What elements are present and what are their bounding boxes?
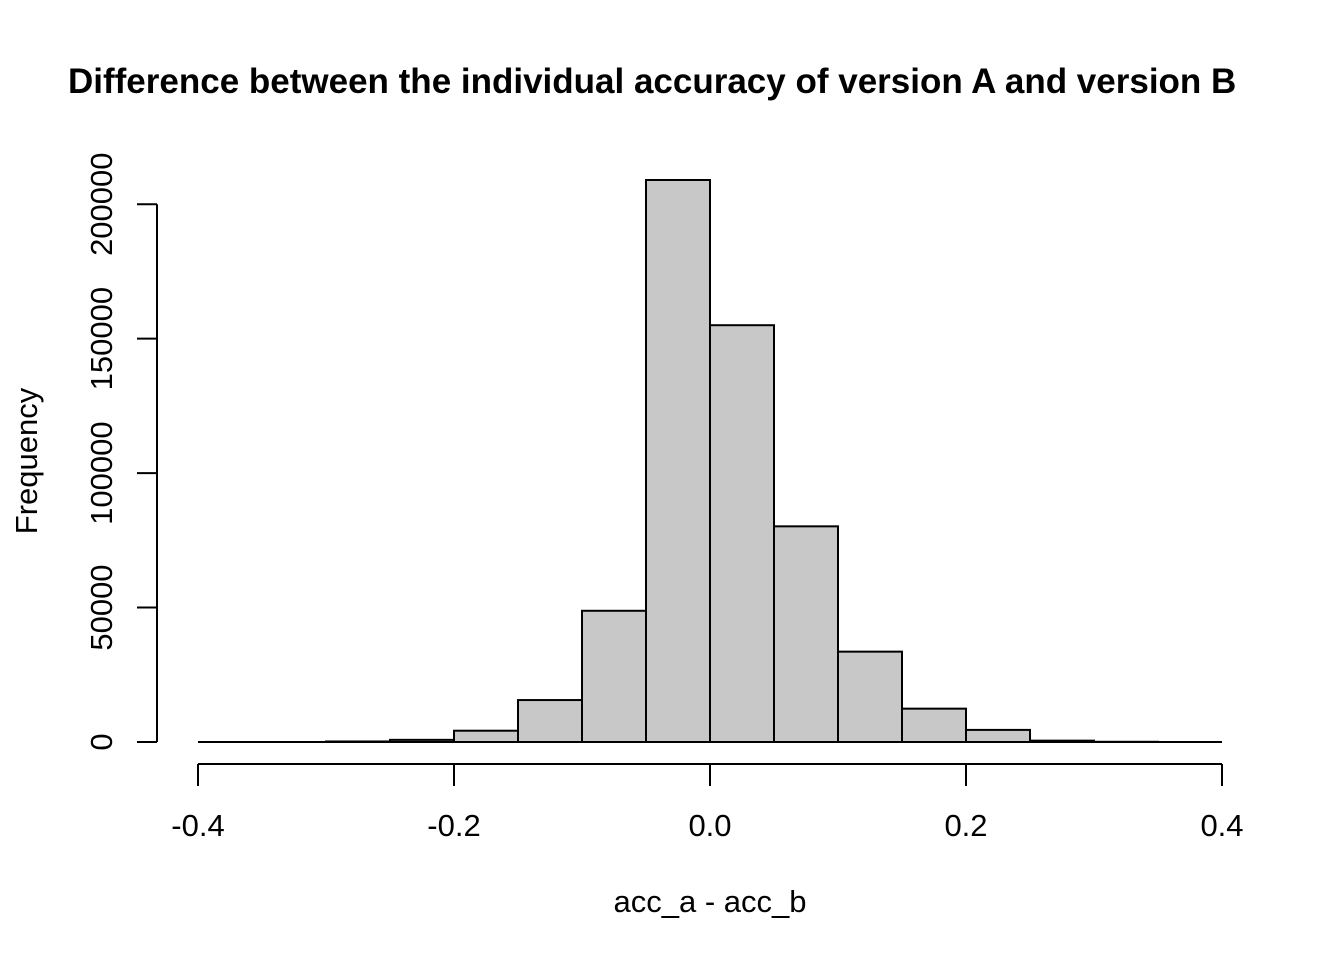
histogram-bar [901,707,967,743]
histogram-bar [453,729,519,744]
y-axis-title: Frequency [9,387,44,534]
histogram-bar [325,740,391,744]
x-tick-label: 0.0 [688,808,731,843]
histogram-bar [709,324,775,743]
histogram-bar [837,650,903,744]
x-axis: -0.4 -0.2 0.0 0.2 0.4 [171,763,1244,843]
histogram-bars [198,179,1222,744]
x-tick-label: -0.2 [427,808,480,843]
y-tick-label: 100000 [84,421,119,524]
histogram-bar [645,179,711,743]
histogram-bar [517,699,583,744]
x-axis-title: acc_a - acc_b [614,884,807,919]
y-tick-label: 200000 [84,152,119,255]
y-tick-label: 0 [84,733,119,750]
histogram-bar [389,738,455,744]
histogram-bar [965,728,1031,744]
x-tick-label: 0.4 [1200,808,1243,843]
histogram-bar [1029,739,1095,744]
x-tick-label: 0.2 [944,808,987,843]
y-tick-label: 150000 [84,287,119,390]
x-tick-label: -0.4 [171,808,224,843]
y-tick-label: 50000 [84,564,119,650]
chart-title: Difference between the individual accura… [68,62,1236,101]
histogram-bar [773,525,839,743]
y-axis: 0 50000 100000 150000 200000 [84,152,158,751]
histogram-bar [581,609,647,743]
